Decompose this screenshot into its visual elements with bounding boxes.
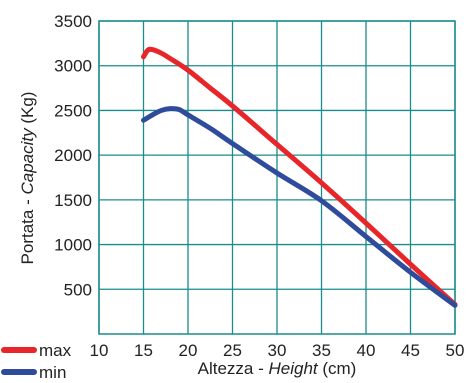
legend: max min bbox=[1, 341, 72, 382]
x-tick-label: 25 bbox=[223, 341, 242, 360]
series-line-max bbox=[141, 46, 458, 307]
x-tick-label: 50 bbox=[446, 341, 465, 360]
y-tick-label: 2500 bbox=[54, 101, 92, 120]
y-tick-label: 3500 bbox=[54, 12, 92, 31]
legend-label-max: max bbox=[39, 341, 72, 360]
y-tick-label: 2000 bbox=[54, 146, 92, 165]
y-tick-label: 3000 bbox=[54, 57, 92, 76]
x-tick-label: 20 bbox=[179, 341, 198, 360]
y-tick-label: 500 bbox=[64, 280, 92, 299]
y-tick-label: 1500 bbox=[54, 191, 92, 210]
legend-label-min: min bbox=[39, 363, 66, 382]
x-axis-title: Altezza - Height (cm) bbox=[198, 359, 357, 378]
series-lines bbox=[141, 46, 458, 308]
y-axis-title: Portata - Capacity (Kg) bbox=[18, 92, 37, 265]
x-tick-label: 30 bbox=[268, 341, 287, 360]
y-tick-label: 1000 bbox=[54, 236, 92, 255]
x-tick-label: 15 bbox=[134, 341, 153, 360]
x-tick-label: 45 bbox=[401, 341, 420, 360]
x-tick-labels: 10 15 20 25 30 35 40 45 50 bbox=[90, 341, 465, 360]
x-tick-label: 35 bbox=[312, 341, 331, 360]
y-tick-labels: 500 1000 1500 2000 2500 3000 3500 bbox=[54, 12, 92, 299]
x-tick-label: 10 bbox=[90, 341, 109, 360]
x-tick-label: 40 bbox=[357, 341, 376, 360]
series-line-min bbox=[141, 106, 458, 308]
